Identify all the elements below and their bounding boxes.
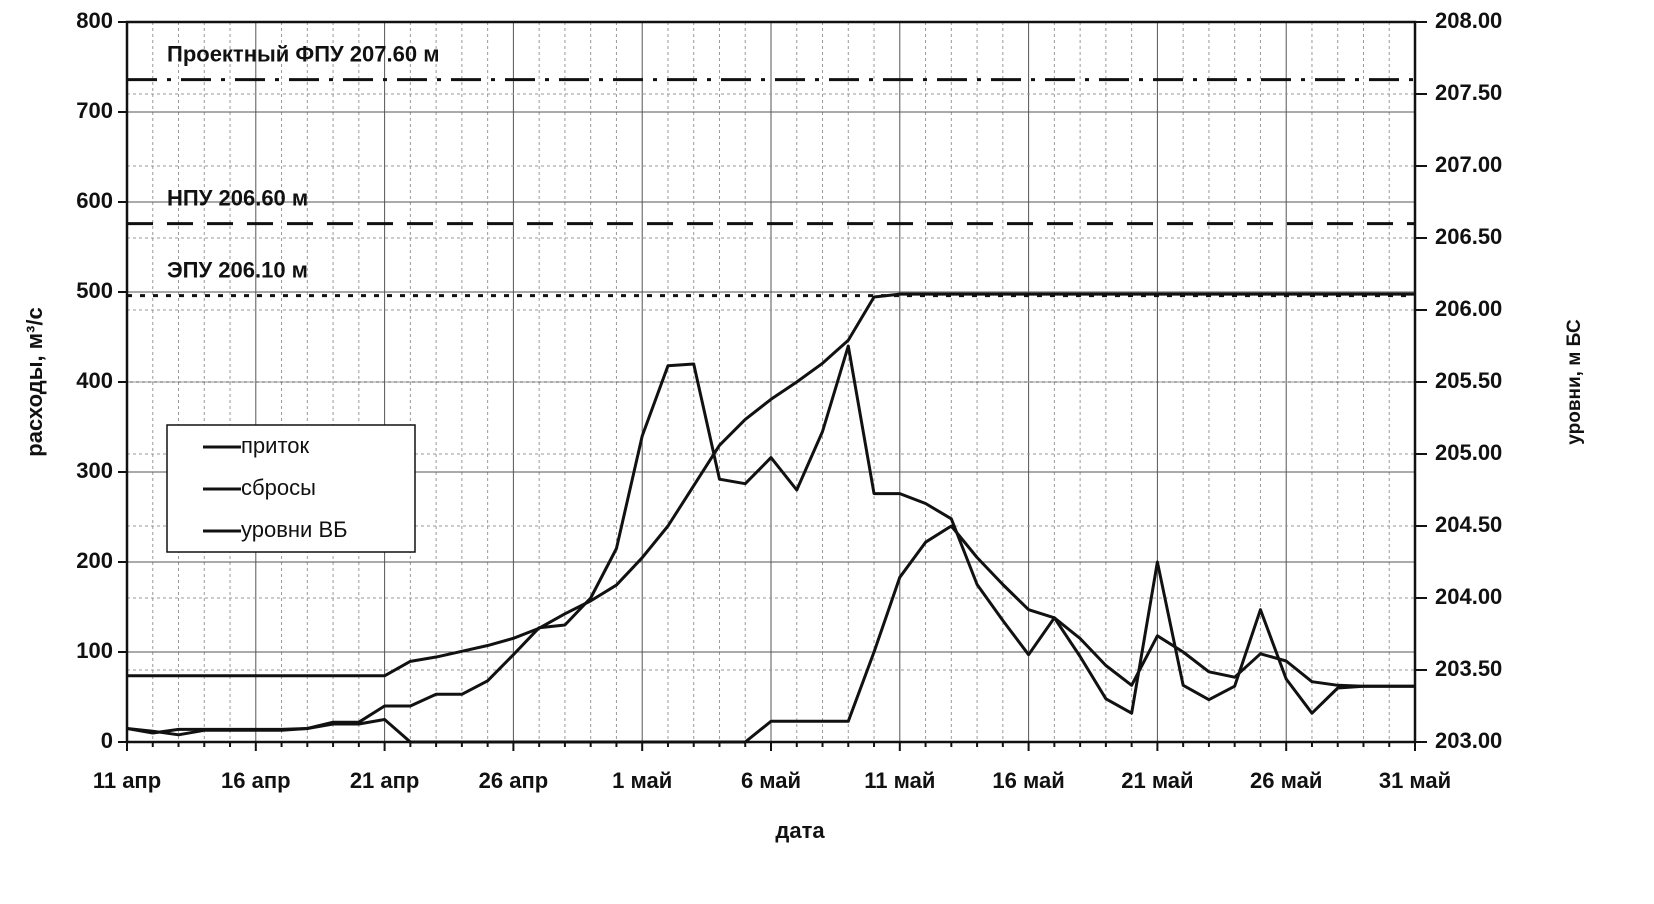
y-tick-label: 100 — [76, 638, 113, 663]
y2-tick-label: 204.00 — [1435, 584, 1502, 609]
y2-tick-label: 205.50 — [1435, 368, 1502, 393]
reference-label: Проектный ФПУ 207.60 м — [167, 41, 440, 66]
reference-label: ЭПУ 206.10 м — [167, 257, 308, 282]
legend-label: сбросы — [241, 475, 316, 500]
x-tick-label: 16 апр — [221, 768, 291, 793]
series-line — [127, 292, 1415, 678]
y2-tick-label: 206.00 — [1435, 296, 1502, 321]
x-tick-label: 11 апр — [93, 768, 161, 793]
series-line — [126, 524, 1415, 744]
y2-tick-label: 206.50 — [1435, 224, 1502, 249]
x-tick-label: 11 май — [864, 768, 935, 793]
y-axis-label: расходы, м³/с — [22, 307, 47, 456]
y-tick-label: 0 — [101, 728, 113, 753]
x-tick-label: 21 апр — [350, 768, 420, 793]
y-tick-label: 400 — [76, 368, 113, 393]
reference-label: НПУ 206.60 м — [167, 185, 308, 210]
y-tick-label: 500 — [76, 278, 113, 303]
x-tick-label: 31 май — [1379, 768, 1451, 793]
y-tick-label: 800 — [76, 8, 113, 33]
y2-axis-label: уровни, м БС — [1564, 319, 1585, 445]
x-tick-label: 1 май — [612, 768, 672, 793]
y-tick-label: 200 — [76, 548, 113, 573]
y2-tick-label: 203.00 — [1435, 728, 1502, 753]
y-tick-label: 600 — [76, 188, 113, 213]
x-axis-label: дата — [775, 818, 825, 843]
y2-tick-label: 203.50 — [1435, 656, 1502, 681]
x-tick-label: 16 май — [992, 768, 1064, 793]
y-tick-label: 300 — [76, 458, 113, 483]
legend-label: уровни ВБ — [241, 517, 348, 542]
plot-frame — [125, 20, 1417, 744]
y-tick-label: 700 — [76, 98, 113, 123]
y2-tick-label: 205.00 — [1435, 440, 1502, 465]
series-line — [126, 344, 1415, 737]
x-tick-label: 21 май — [1121, 768, 1193, 793]
x-tick-label: 26 апр — [479, 768, 549, 793]
y2-tick-label: 204.50 — [1435, 512, 1502, 537]
x-tick-label: 26 май — [1250, 768, 1322, 793]
x-tick-label: 6 май — [741, 768, 801, 793]
y2-tick-label: 208.00 — [1435, 8, 1502, 33]
y2-tick-label: 207.50 — [1435, 80, 1502, 105]
y2-tick-label: 207.00 — [1435, 152, 1502, 177]
legend-label: приток — [241, 433, 310, 458]
